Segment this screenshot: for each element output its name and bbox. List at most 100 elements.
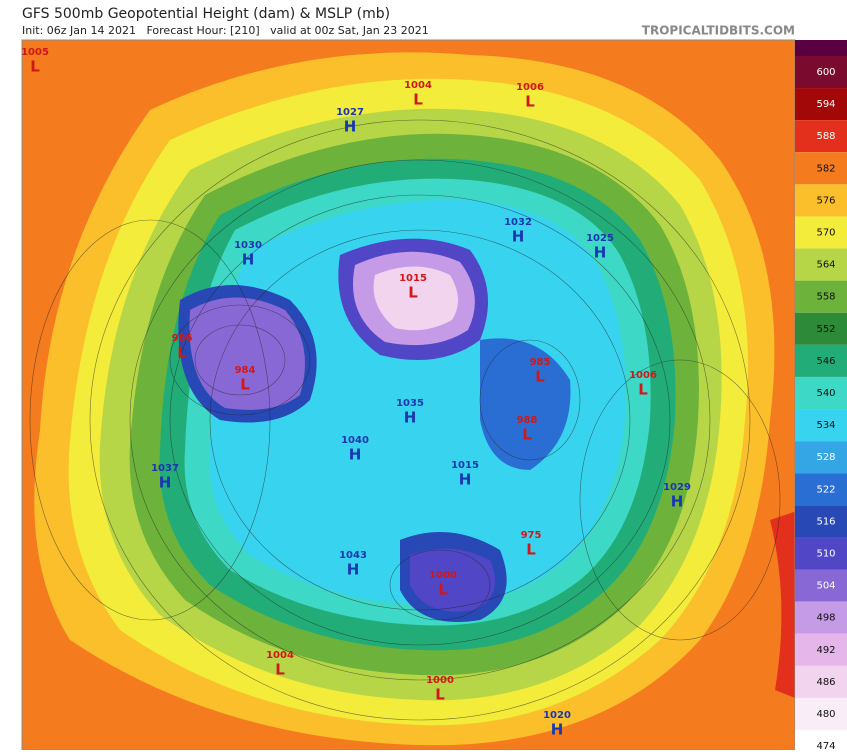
height-588 bbox=[770, 511, 795, 698]
pressure-center-symbol: L bbox=[535, 368, 545, 386]
pressure-value: 986 bbox=[172, 333, 193, 344]
colorbar-label: 516 bbox=[816, 516, 835, 527]
colorbar-segment bbox=[795, 409, 847, 442]
height-486 bbox=[373, 266, 459, 331]
pressure-value: 1040 bbox=[341, 435, 369, 446]
pressure-center-symbol: L bbox=[177, 344, 187, 362]
colorbar-segment bbox=[795, 376, 847, 410]
colorbar-label: 564 bbox=[816, 260, 835, 271]
colorbar-segment bbox=[795, 120, 847, 153]
colorbar-segment bbox=[795, 344, 847, 377]
colorbar-segment bbox=[795, 55, 847, 89]
colorbar-label: 522 bbox=[816, 484, 835, 495]
colorbar-top bbox=[795, 40, 847, 56]
colorbar-label: 600 bbox=[816, 67, 835, 78]
colorbar-label: 552 bbox=[816, 324, 835, 335]
subtitle: Init: 06z Jan 14 2021 Forecast Hour: [21… bbox=[22, 24, 429, 37]
colorbar-segment bbox=[795, 88, 847, 121]
colorbar-label: 540 bbox=[816, 388, 835, 399]
pressure-center-symbol: L bbox=[526, 541, 536, 559]
title: GFS 500mb Geopotential Height (dam) & MS… bbox=[22, 6, 390, 22]
pressure-value: 988 bbox=[517, 415, 538, 426]
colorbar-segment bbox=[795, 280, 847, 313]
pressure-value: 1015 bbox=[399, 273, 427, 284]
site-name: TROPICALTIDBITS.COM bbox=[642, 24, 795, 38]
colorbar-segment bbox=[795, 601, 847, 634]
colorbar-segment bbox=[795, 473, 847, 506]
colorbar-segment bbox=[795, 505, 847, 538]
colorbar-label: 498 bbox=[816, 613, 835, 624]
pressure-value: 1043 bbox=[339, 550, 367, 561]
colorbar-label: 492 bbox=[816, 645, 835, 656]
colorbar-segment bbox=[795, 248, 847, 281]
colorbar-segment bbox=[795, 152, 847, 185]
pressure-center-symbol: H bbox=[159, 474, 172, 492]
pressure-value: 1032 bbox=[504, 217, 532, 228]
colorbar-label: 480 bbox=[816, 709, 835, 720]
colorbar-segment bbox=[795, 216, 847, 249]
colorbar-label: 486 bbox=[816, 677, 835, 688]
pressure-center-symbol: H bbox=[349, 446, 362, 464]
pressure-value: 1035 bbox=[396, 398, 424, 409]
pressure-center-symbol: H bbox=[671, 493, 684, 511]
colorbar-segment bbox=[795, 633, 847, 666]
pressure-value: 1004 bbox=[404, 80, 432, 91]
pressure-value: 1015 bbox=[451, 460, 479, 471]
pressure-value: 985 bbox=[530, 357, 551, 368]
pressure-center-symbol: H bbox=[344, 118, 357, 136]
pressure-center-symbol: H bbox=[404, 409, 417, 427]
pressure-value: 1006 bbox=[629, 370, 657, 381]
colorbar-label: 510 bbox=[816, 549, 835, 560]
pressure-center-symbol: H bbox=[594, 244, 607, 262]
pressure-center-symbol: H bbox=[347, 561, 360, 579]
colorbar-label: 534 bbox=[816, 420, 835, 431]
pressure-value: 984 bbox=[235, 365, 256, 376]
pressure-center-symbol: H bbox=[242, 251, 255, 269]
colorbar-label: 570 bbox=[816, 228, 835, 239]
colorbar-label: 474 bbox=[816, 741, 835, 750]
colorbar-segment bbox=[795, 537, 847, 570]
pressure-value: 1000 bbox=[426, 675, 454, 686]
pressure-center-symbol: L bbox=[525, 93, 535, 111]
pressure-center-symbol: L bbox=[438, 581, 448, 599]
height-510 bbox=[410, 548, 495, 612]
map bbox=[22, 40, 795, 750]
pressure-center-symbol: L bbox=[275, 661, 285, 679]
colorbar-segment bbox=[795, 312, 847, 345]
pressure-value: 1020 bbox=[543, 710, 571, 721]
pressure-value: 1005 bbox=[21, 47, 49, 58]
pressure-center-symbol: L bbox=[413, 91, 423, 109]
pressure-value: 1004 bbox=[266, 650, 294, 661]
pressure-value: 975 bbox=[521, 530, 542, 541]
pressure-center-symbol: H bbox=[459, 471, 472, 489]
colorbar-label: 546 bbox=[816, 356, 835, 367]
colorbar-segment bbox=[795, 441, 847, 474]
pressure-center-symbol: L bbox=[408, 284, 418, 302]
pressure-center-symbol: L bbox=[240, 376, 250, 394]
colorbar-label: 594 bbox=[816, 99, 835, 110]
pressure-center-symbol: L bbox=[435, 686, 445, 704]
pressure-center-symbol: H bbox=[551, 721, 564, 739]
colorbar-label: 504 bbox=[816, 581, 835, 592]
colorbar-segment bbox=[795, 184, 847, 217]
pressure-value: 1000 bbox=[429, 570, 457, 581]
colorbar-label: 558 bbox=[816, 292, 835, 303]
pressure-value: 1006 bbox=[516, 82, 544, 93]
colorbar-segment bbox=[795, 569, 847, 602]
colorbar-segment bbox=[795, 730, 847, 754]
pressure-center-symbol: L bbox=[522, 426, 532, 444]
colorbar-label: 528 bbox=[816, 452, 835, 463]
colorbar-label: 588 bbox=[816, 131, 835, 142]
pressure-value: 1030 bbox=[234, 240, 262, 251]
colorbar-segment bbox=[795, 697, 847, 731]
isobars bbox=[29, 119, 781, 721]
pressure-value: 1025 bbox=[586, 233, 614, 244]
height-522 bbox=[480, 338, 571, 470]
pressure-value: 1027 bbox=[336, 107, 364, 118]
colorbar-segment bbox=[795, 665, 847, 698]
colorbar-label: 576 bbox=[816, 195, 835, 206]
colorbar-label: 582 bbox=[816, 163, 835, 174]
pressure-center-symbol: H bbox=[512, 228, 525, 246]
pressure-center-symbol: L bbox=[30, 58, 40, 76]
